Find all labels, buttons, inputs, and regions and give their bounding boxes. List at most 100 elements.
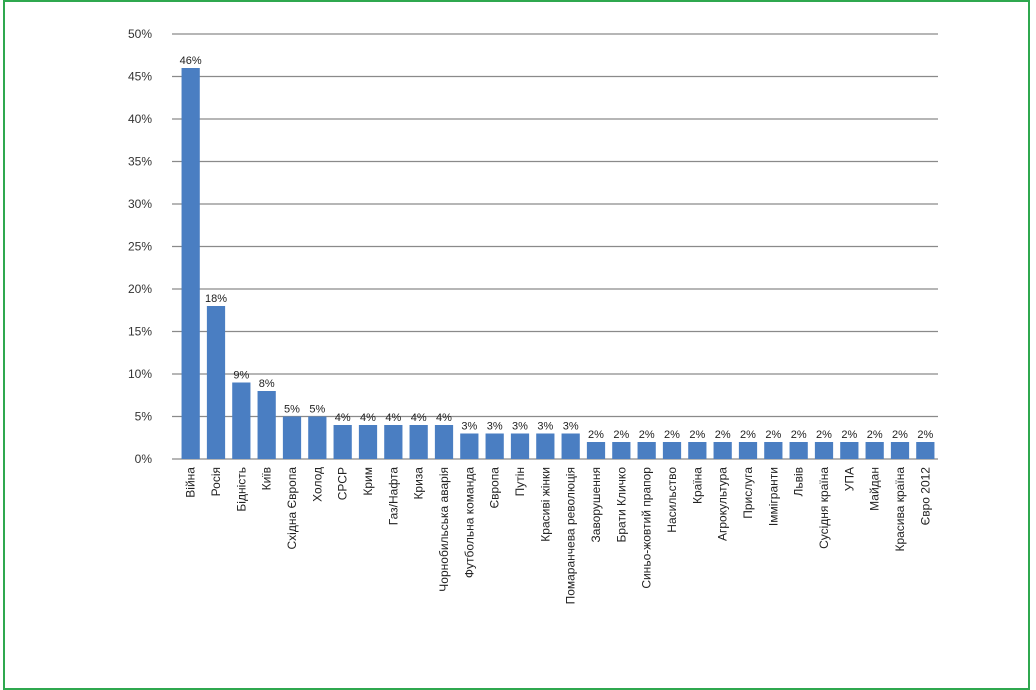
bar: [257, 391, 276, 459]
bar: [814, 442, 834, 459]
category-label: Красива країна: [893, 467, 907, 552]
bars: [181, 68, 935, 459]
y-tick-label: 20%: [128, 282, 152, 296]
category-label: Східна Європа: [285, 467, 299, 550]
y-tick-label: 35%: [128, 155, 152, 169]
category-label: Сусідня країна: [817, 467, 831, 549]
category-label: Холод: [310, 467, 324, 502]
bar: [637, 442, 656, 459]
data-label: 3%: [537, 421, 553, 433]
category-label: Євро 2012: [918, 467, 932, 526]
data-label: 2%: [791, 429, 807, 441]
bar: [232, 382, 251, 459]
bar: [612, 442, 631, 459]
data-label: 5%: [309, 404, 325, 416]
bar: [713, 442, 732, 459]
category-label: СРСР: [336, 467, 350, 500]
category-label: Красиві жінки: [538, 467, 552, 542]
category-label: Насильство: [665, 467, 679, 533]
category-label: УПА: [842, 467, 856, 491]
category-label: Бідність: [234, 467, 248, 512]
data-label: 2%: [715, 429, 731, 441]
category-label: Агрокультура: [716, 467, 730, 541]
bar: [840, 442, 859, 459]
bar: [181, 68, 200, 459]
data-label: 18%: [205, 293, 227, 305]
y-tick-label: 40%: [128, 112, 152, 126]
data-label: 3%: [512, 421, 528, 433]
category-label: Львів: [792, 467, 806, 497]
bar: [789, 442, 808, 459]
bar: [384, 425, 403, 459]
category-label: Прислуга: [741, 467, 755, 519]
y-axis: 0% 5% 10% 15% 20% 25% 30% 35% 40% 45% 50%: [128, 27, 152, 466]
category-label: Помаранчева революція: [564, 467, 578, 604]
category-label: Іммігранти: [766, 467, 780, 526]
data-label: 2%: [639, 429, 655, 441]
data-label: 2%: [917, 429, 933, 441]
category-label: Війна: [184, 467, 198, 498]
bar: [916, 442, 935, 459]
bar: [738, 442, 758, 459]
y-tick-label: 15%: [128, 325, 152, 339]
gridlines: [172, 33, 938, 460]
data-label: 3%: [461, 421, 477, 433]
data-labels: 46% 18% 9% 8% 5% 5% 4% 4% 4% 4% 4% 3% 3% 3% 3% 3% 2% 2% 2%…: [180, 55, 934, 441]
bar: [358, 425, 378, 459]
y-tick-label: 45%: [128, 70, 152, 84]
bar: [662, 442, 682, 459]
category-label: Чорнобильська аварія: [437, 467, 451, 592]
bar: [510, 433, 530, 459]
bar: [333, 425, 352, 459]
data-label: 46%: [180, 55, 202, 67]
category-label: Країна: [690, 467, 704, 504]
bar: [206, 306, 226, 459]
category-label: Європа: [488, 467, 502, 509]
category-label: Майдан: [868, 467, 882, 511]
y-tick-label: 25%: [128, 240, 152, 254]
category-label: Газ/Нафта: [386, 467, 400, 526]
data-label: 2%: [765, 429, 781, 441]
x-axis: Війна Росія Бідність Київ Східна Європа Холод…: [184, 467, 933, 605]
data-label: 3%: [487, 421, 503, 433]
data-label: 2%: [588, 429, 604, 441]
category-label: Київ: [260, 467, 274, 490]
data-label: 2%: [867, 429, 883, 441]
data-label: 4%: [411, 412, 427, 424]
data-label: 2%: [664, 429, 680, 441]
data-label: 5%: [284, 404, 300, 416]
data-label: 4%: [385, 412, 401, 424]
data-label: 2%: [841, 429, 857, 441]
y-tick-label: 10%: [128, 367, 152, 381]
bar: [561, 433, 580, 459]
data-label: 4%: [436, 412, 452, 424]
bar: [282, 416, 302, 459]
category-label: Криза: [412, 467, 426, 500]
bar: [409, 425, 428, 459]
y-tick-label: 50%: [128, 27, 152, 41]
chart-frame: [3, 0, 1030, 690]
data-label: 4%: [360, 412, 376, 424]
category-label: Брати Кличко: [614, 467, 628, 543]
data-label: 2%: [892, 429, 908, 441]
y-tick-label: 5%: [135, 410, 153, 424]
bar: [865, 442, 884, 459]
category-label: Синьо-жовтий прапор: [640, 467, 654, 589]
data-label: 2%: [816, 429, 832, 441]
bar: [586, 442, 606, 459]
y-tick-label: 30%: [128, 197, 152, 211]
data-label: 8%: [259, 378, 275, 390]
data-label: 2%: [689, 429, 705, 441]
bar: [434, 425, 454, 459]
bar: [688, 442, 707, 459]
category-label: Росія: [209, 467, 223, 496]
bar: [536, 433, 555, 459]
bar: [460, 433, 479, 459]
category-label: Путін: [513, 467, 527, 496]
category-label: Крим: [361, 467, 375, 496]
bar: [764, 442, 783, 459]
bar: [890, 442, 910, 459]
bar: [485, 433, 504, 459]
data-label: 2%: [740, 429, 756, 441]
